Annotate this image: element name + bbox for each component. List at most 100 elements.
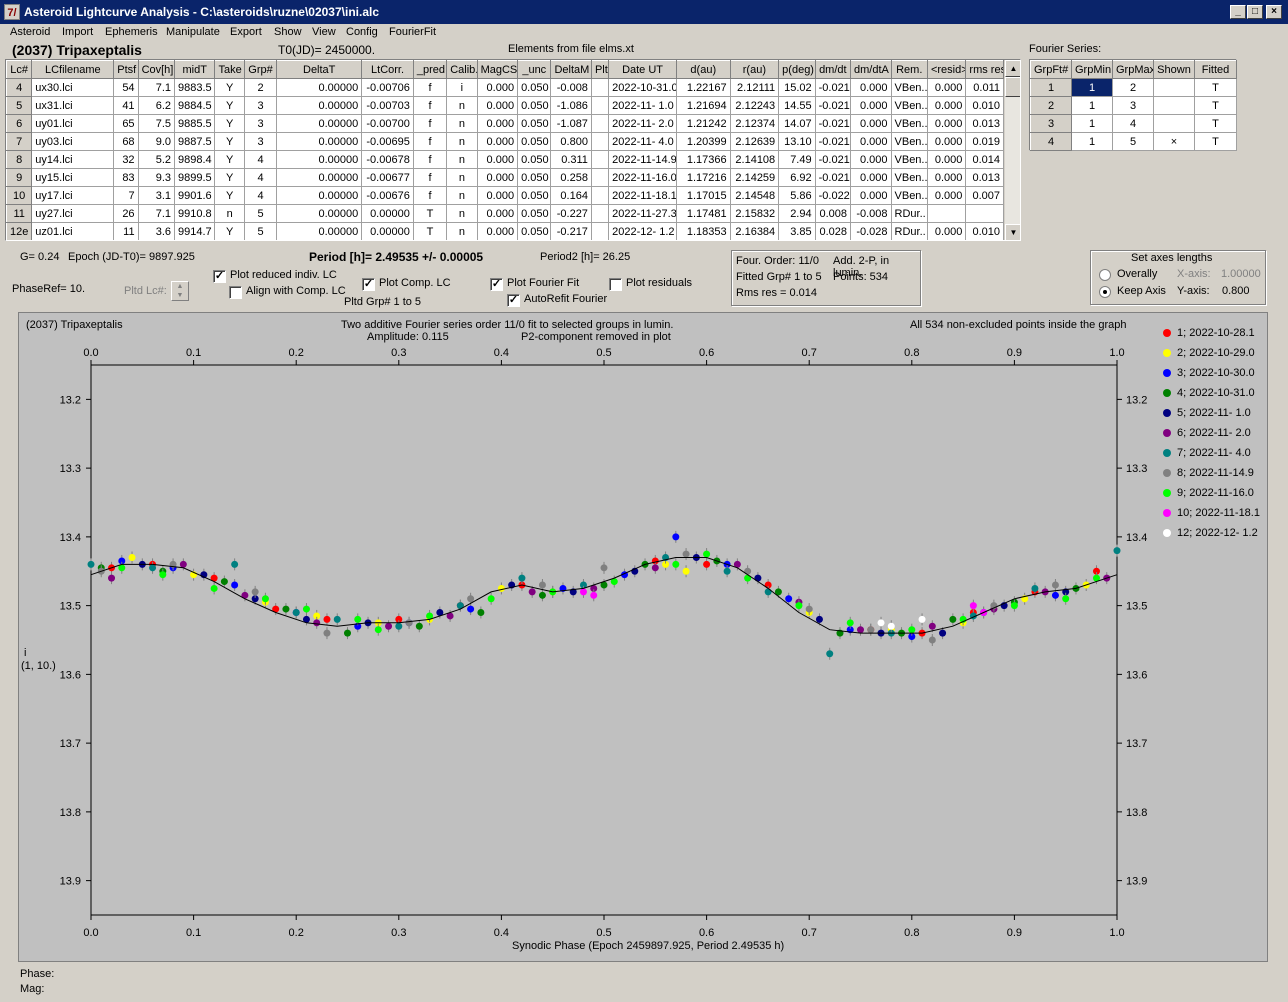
table-cell[interactable]: 0.00000 — [361, 204, 414, 223]
table-cell[interactable] — [590, 168, 610, 187]
table-cell[interactable]: 9899.5 — [173, 168, 216, 187]
fourier-cell[interactable]: T — [1194, 132, 1237, 151]
menu-export[interactable]: Export — [230, 26, 262, 38]
table-cell[interactable]: VBen.. — [890, 186, 928, 205]
table-cell[interactable]: 0.050 — [517, 222, 552, 240]
table-cell[interactable]: 0.000 — [476, 222, 519, 240]
row-header[interactable]: 4 — [6, 78, 33, 97]
table-cell[interactable]: 0.028 — [814, 222, 852, 240]
fourier-row-header[interactable]: 3 — [1030, 114, 1072, 133]
table-cell[interactable]: 3 — [243, 114, 278, 133]
table-cell[interactable]: 0.008 — [814, 204, 852, 223]
fourier-cell[interactable]: 1 — [1071, 114, 1113, 133]
table-cell[interactable]: uy17.lci — [31, 186, 115, 205]
table-cell[interactable]: 3.6 — [137, 222, 176, 240]
table-cell[interactable]: 7.1 — [137, 204, 176, 223]
table-cell[interactable]: i — [446, 78, 478, 97]
fourier-row[interactable]: 4 1 5 × T — [1030, 132, 1237, 151]
table-cell[interactable]: 4 — [243, 168, 278, 187]
plot-residuals-checkbox[interactable] — [609, 278, 622, 291]
table-cell[interactable]: n — [446, 222, 478, 240]
table-cell[interactable]: -0.022 — [814, 186, 852, 205]
table-cell[interactable]: 0.014 — [965, 150, 1004, 169]
table-cell[interactable]: 2.16384 — [729, 222, 780, 240]
table-cell[interactable]: VBen.. — [890, 96, 928, 115]
table-cell[interactable]: 1.18353 — [675, 222, 731, 240]
table-cell[interactable]: 32 — [113, 150, 139, 169]
table-cell[interactable]: -0.021 — [814, 114, 852, 133]
menu-ephemeris[interactable]: Ephemeris — [105, 26, 158, 38]
table-cell[interactable]: 2022-11-14.9 — [608, 150, 677, 169]
table-cell[interactable]: 0.019 — [965, 132, 1004, 151]
table-cell[interactable]: 2022-11- 2.0 — [608, 114, 677, 133]
column-header[interactable]: midT — [173, 60, 216, 79]
table-cell[interactable]: -0.008 — [850, 204, 892, 223]
table-cell[interactable]: 9884.5 — [173, 96, 216, 115]
table-cell[interactable]: 0.000 — [476, 186, 519, 205]
table-cell[interactable] — [590, 132, 610, 151]
table-cell[interactable] — [590, 78, 610, 97]
table-cell[interactable]: 0.00000 — [276, 150, 363, 169]
table-cell[interactable]: 4 — [243, 186, 278, 205]
table-row[interactable]: 6 uy01.lci 65 7.5 9885.5 Y 3 0.00000 -0.00700 f n 0… — [6, 114, 1004, 133]
table-row[interactable]: 4 ux30.lci 54 7.1 9883.5 Y 2 0.00000 -0.00706 f i 0… — [6, 78, 1004, 97]
column-header[interactable]: Calib. — [446, 60, 478, 79]
table-cell[interactable]: 2022-11- 1.0 — [608, 96, 677, 115]
row-header[interactable]: 5 — [6, 96, 33, 115]
table-cell[interactable]: n — [446, 96, 478, 115]
fourier-cell[interactable] — [1153, 78, 1195, 97]
table-cell[interactable]: 2022-12- 1.2 — [608, 222, 677, 240]
table-cell[interactable]: 0.00000 — [276, 168, 363, 187]
table-cell[interactable]: 2.12243 — [729, 96, 780, 115]
plot-fourier-checkbox[interactable]: ✓ — [490, 278, 503, 291]
row-header[interactable]: 8 — [6, 150, 33, 169]
table-cell[interactable]: 9.0 — [137, 132, 176, 151]
table-cell[interactable]: 0.000 — [850, 186, 892, 205]
table-cell[interactable]: n — [446, 168, 478, 187]
table-cell[interactable]: 0.000 — [476, 96, 519, 115]
table-cell[interactable]: uy03.lci — [31, 132, 115, 151]
maximize-button[interactable]: □ — [1247, 5, 1263, 19]
column-header[interactable]: Rem. — [890, 60, 928, 79]
table-cell[interactable]: 0.050 — [517, 132, 552, 151]
table-cell[interactable]: uy01.lci — [31, 114, 115, 133]
table-cell[interactable]: 9910.8 — [173, 204, 216, 223]
table-cell[interactable]: f — [412, 96, 448, 115]
table-cell[interactable]: 0.000 — [476, 78, 519, 97]
table-cell[interactable]: f — [412, 168, 448, 187]
table-cell[interactable]: 0.00000 — [276, 78, 363, 97]
table-cell[interactable] — [590, 114, 610, 133]
table-cell[interactable]: Y — [214, 114, 245, 133]
table-cell[interactable]: 0.000 — [926, 168, 967, 187]
table-cell[interactable]: n — [446, 114, 478, 133]
row-header[interactable]: 11 — [6, 204, 33, 223]
table-cell[interactable]: 1.17481 — [675, 204, 731, 223]
row-header[interactable]: 6 — [6, 114, 33, 133]
table-cell[interactable]: 0.000 — [476, 114, 519, 133]
fourier-cell[interactable]: × — [1153, 132, 1195, 151]
table-cell[interactable]: 7.1 — [137, 78, 176, 97]
column-header[interactable]: <resid> — [926, 60, 967, 79]
table-cell[interactable]: 14.55 — [778, 96, 816, 115]
table-cell[interactable]: -0.021 — [814, 168, 852, 187]
yaxis-value[interactable]: 0.800 — [1222, 285, 1250, 297]
table-cell[interactable]: T — [412, 204, 448, 223]
menu-show[interactable]: Show — [274, 26, 302, 38]
table-cell[interactable]: 1.17366 — [675, 150, 731, 169]
table-cell[interactable]: 0.00000 — [276, 114, 363, 133]
table-cell[interactable] — [590, 96, 610, 115]
table-cell[interactable]: uy15.lci — [31, 168, 115, 187]
fourier-cell[interactable]: 5 — [1112, 132, 1154, 151]
table-cell[interactable]: 2.94 — [778, 204, 816, 223]
table-cell[interactable]: 1.21242 — [675, 114, 731, 133]
table-cell[interactable]: -0.00695 — [361, 132, 414, 151]
table-cell[interactable]: 68 — [113, 132, 139, 151]
column-header[interactable]: rms res — [965, 60, 1004, 79]
table-cell[interactable]: 3.85 — [778, 222, 816, 240]
column-header[interactable]: _pred. — [412, 60, 448, 79]
table-cell[interactable]: 0.00000 — [361, 222, 414, 240]
table-cell[interactable]: VBen.. — [890, 114, 928, 133]
